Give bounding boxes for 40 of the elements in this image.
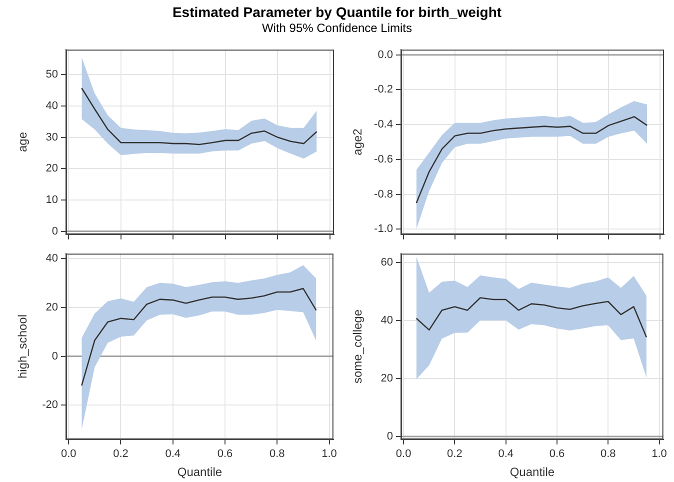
y-axis-title: high_school <box>16 314 30 379</box>
y-tick-label: 0 <box>386 430 393 443</box>
y-tick-label: 20 <box>46 301 58 314</box>
y-axis-title: age <box>16 132 30 152</box>
y-tick-label: -0.2 <box>374 84 393 96</box>
x-tick-label: 0.0 <box>60 448 76 460</box>
y-tick-label: -0.4 <box>374 118 393 131</box>
y-tick-label: 10 <box>46 194 58 206</box>
y-tick-label: 0 <box>52 225 58 238</box>
y-tick-label: -1.0 <box>374 223 393 236</box>
x-tick-label: 0.0 <box>396 448 412 460</box>
x-tick-label: 0.2 <box>447 448 462 460</box>
y-tick-label: -20 <box>42 399 58 412</box>
y-tick-label: 0 <box>52 350 58 362</box>
x-tick-label: 1.0 <box>322 448 337 460</box>
x-tick-label: 0.6 <box>217 448 233 460</box>
x-tick-label: 0.6 <box>549 448 565 460</box>
y-tick-label: 20 <box>380 372 393 384</box>
x-tick-label: 1.0 <box>652 448 667 460</box>
x-tick-label: 0.4 <box>498 448 514 460</box>
y-tick-label: 0.0 <box>378 48 393 61</box>
x-tick-label: 0.4 <box>165 448 181 460</box>
y-tick-label: 20 <box>46 162 58 175</box>
chart-title: Estimated Parameter by Quantile for birth_weight <box>171 4 503 21</box>
y-tick-label: 50 <box>46 68 58 81</box>
y-tick-label: 40 <box>46 252 58 265</box>
y-tick-label: 40 <box>380 314 393 326</box>
y-tick-label: 40 <box>46 100 58 112</box>
chart-subtitle: With 95% Confidence Limits <box>260 21 414 36</box>
y-tick-label: 60 <box>380 256 393 268</box>
y-tick-label: -0.6 <box>374 153 393 166</box>
x-tick-label: 0.8 <box>269 448 285 460</box>
x-tick-label: 0.2 <box>113 448 128 460</box>
x-axis-title: Quantile <box>510 465 555 480</box>
y-axis-title: some_college <box>350 309 365 384</box>
y-tick-label: 30 <box>46 131 58 144</box>
x-axis-title: Quantile <box>177 465 222 480</box>
x-tick-label: 0.8 <box>600 448 616 460</box>
y-axis-title: age2 <box>350 128 365 156</box>
y-tick-label: -0.8 <box>374 188 393 200</box>
